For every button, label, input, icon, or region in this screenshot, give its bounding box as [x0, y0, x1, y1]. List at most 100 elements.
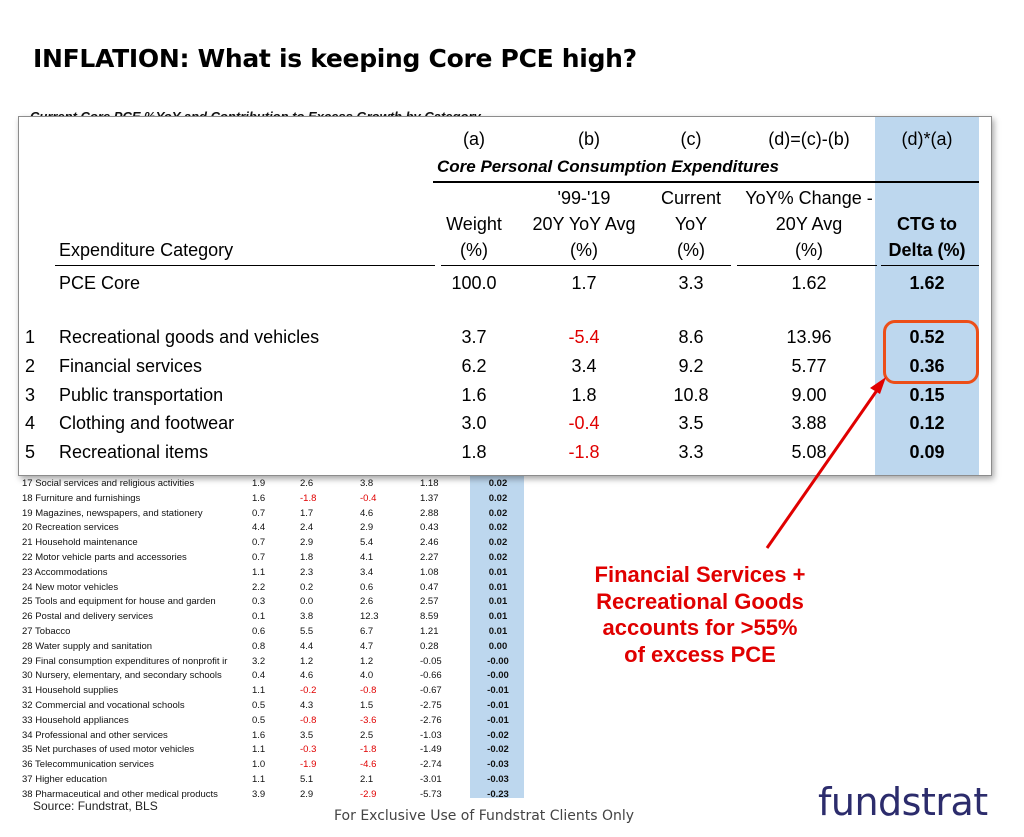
row-ctg: -0.01 — [487, 699, 509, 711]
table-row: 19 Magazines, newspapers, and stationery… — [22, 506, 542, 521]
row-ctg: -0.00 — [487, 670, 509, 682]
header-current-3: (%) — [677, 240, 705, 260]
row-current: 9.2 — [678, 356, 704, 376]
table-row: 28 Water supply and sanitation 0.8 4.4 4.7 0… — [22, 639, 542, 654]
callout-line: accounts for >55% — [602, 615, 798, 640]
small-ctg-column-bg — [470, 470, 524, 798]
header-avg-2: 20Y YoY Avg — [532, 214, 636, 234]
header-weight-1: Weight — [446, 214, 502, 234]
row-avg: 4.3 — [300, 699, 314, 711]
row-avg: 2.9 — [300, 537, 314, 549]
row-weight: 1.6 — [252, 492, 266, 504]
row-weight: 2.2 — [252, 581, 266, 593]
row-ctg: 0.02 — [488, 537, 508, 549]
col-letter-b: (b) — [578, 129, 600, 149]
source-note: Source: Fundstrat, BLS — [33, 799, 158, 813]
row-avg: 1.2 — [300, 655, 314, 667]
row-current: -0.4 — [360, 492, 377, 504]
row-category: 27 Tobacco — [22, 625, 71, 637]
detail-table: 17 Social services and religious activit… — [22, 476, 542, 802]
row-avg: 1.8 — [300, 551, 314, 563]
row-weight: 1.6 — [461, 385, 487, 405]
row-current: 2.5 — [360, 729, 374, 741]
row-current: -2.9 — [360, 788, 377, 800]
row-category: 30 Nursery, elementary, and secondary sc… — [22, 670, 222, 682]
table-row: 24 New motor vehicles 2.2 0.2 0.6 0.47 0.01 — [22, 580, 542, 595]
table-row: 38 Pharmaceutical and other medical prod… — [22, 787, 542, 802]
row-change: -3.01 — [420, 773, 442, 785]
row-ctg: 0.01 — [488, 611, 508, 623]
total-change: 1.62 — [791, 273, 827, 293]
row-weight: 1.0 — [252, 759, 266, 771]
row-change: -1.03 — [420, 729, 442, 741]
row-avg: -0.3 — [300, 744, 317, 756]
row-weight: 1.8 — [461, 442, 487, 462]
footer-disclaimer: For Exclusive Use of Fundstrat Clients O… — [334, 808, 635, 824]
row-category: 24 New motor vehicles — [22, 581, 119, 593]
table-row: 37 Higher education 1.1 5.1 2.1 -3.01 -0.03 — [22, 772, 542, 787]
ctg-column-bg — [875, 117, 979, 475]
callout-text: Financial Services + Recreational Goods … — [520, 562, 880, 668]
row-change: 8.59 — [420, 611, 439, 623]
row-ctg: -0.23 — [487, 788, 509, 800]
table-row: 27 Tobacco 0.6 5.5 6.7 1.21 0.01 — [22, 624, 542, 639]
header-weight-2: (%) — [460, 240, 488, 260]
row-current: -1.8 — [360, 744, 377, 756]
row-category: 19 Magazines, newspapers, and stationery — [22, 507, 203, 519]
row-category: 18 Furniture and furnishings — [22, 492, 141, 504]
row-avg: 5.1 — [300, 773, 314, 785]
row-weight: 1.6 — [252, 729, 266, 741]
row-category: 20 Recreation services — [22, 522, 119, 534]
row-weight: 0.7 — [252, 537, 266, 549]
row-change: 9.00 — [791, 385, 827, 405]
row-category: 17 Social services and religious activit… — [22, 478, 195, 489]
row-avg: -0.4 — [568, 413, 600, 433]
fundstrat-logo: fundstrat — [818, 780, 988, 824]
group-label: Core Personal Consumption Expenditures — [437, 157, 779, 176]
table-row: 29 Final consumption expenditures of non… — [22, 654, 542, 669]
table-row: 33 Household appliances 0.5 -0.8 -3.6 -2.76 -… — [22, 713, 542, 728]
row-avg: -1.9 — [300, 759, 317, 771]
header-ctg-1: CTG to — [897, 214, 957, 234]
row-weight: 3.7 — [461, 327, 487, 347]
row-weight: 1.1 — [252, 773, 266, 785]
table-row: 34 Professional and other services 1.6 3.5… — [22, 728, 542, 743]
row-ctg: -0.01 — [487, 685, 509, 697]
row-weight: 6.2 — [461, 356, 487, 376]
row-label: Recreational items — [59, 442, 209, 462]
row-weight: 0.5 — [252, 699, 266, 711]
table-row: 31 Household supplies 1.1 -0.2 -0.8 -0.67 -0.… — [22, 683, 542, 698]
row-label: Public transportation — [59, 385, 224, 405]
row-ctg: 0.01 — [488, 596, 508, 608]
col-letter-c: (c) — [680, 129, 702, 149]
row-ctg: 0.09 — [909, 442, 945, 462]
row-weight: 1.1 — [252, 566, 266, 578]
callout-line: Recreational Goods — [596, 588, 804, 614]
row-avg: 3.5 — [300, 729, 314, 741]
row-avg: 2.3 — [300, 566, 314, 578]
row-ctg: 0.02 — [488, 507, 508, 519]
row-current: 4.1 — [360, 551, 374, 563]
row-category: 22 Motor vehicle parts and accessories — [22, 551, 187, 563]
row-avg: 0.0 — [300, 596, 314, 608]
row-avg: 1.8 — [571, 385, 597, 405]
header-rule-ctg — [881, 265, 979, 266]
row-change: 2.88 — [420, 507, 439, 519]
row-ctg: 0.12 — [909, 413, 945, 433]
highlight-box — [883, 320, 979, 384]
row-current: 3.8 — [360, 478, 374, 489]
row-change: 2.46 — [420, 537, 439, 549]
row-ctg: 0.02 — [488, 492, 508, 504]
row-current: 12.3 — [360, 611, 379, 623]
row-ctg: -0.01 — [487, 714, 509, 726]
row-current: 2.9 — [360, 522, 374, 534]
row-number: 2 — [25, 356, 36, 376]
row-weight: 0.7 — [252, 507, 266, 519]
header-avg-1: '99-'19 — [557, 188, 611, 208]
row-weight: 0.6 — [252, 625, 266, 637]
row-change: 3.88 — [791, 413, 827, 433]
row-ctg: -0.00 — [487, 655, 509, 667]
row-category: 37 Higher education — [22, 773, 108, 785]
row-current: 10.8 — [673, 385, 709, 405]
row-change: 2.57 — [420, 596, 439, 608]
